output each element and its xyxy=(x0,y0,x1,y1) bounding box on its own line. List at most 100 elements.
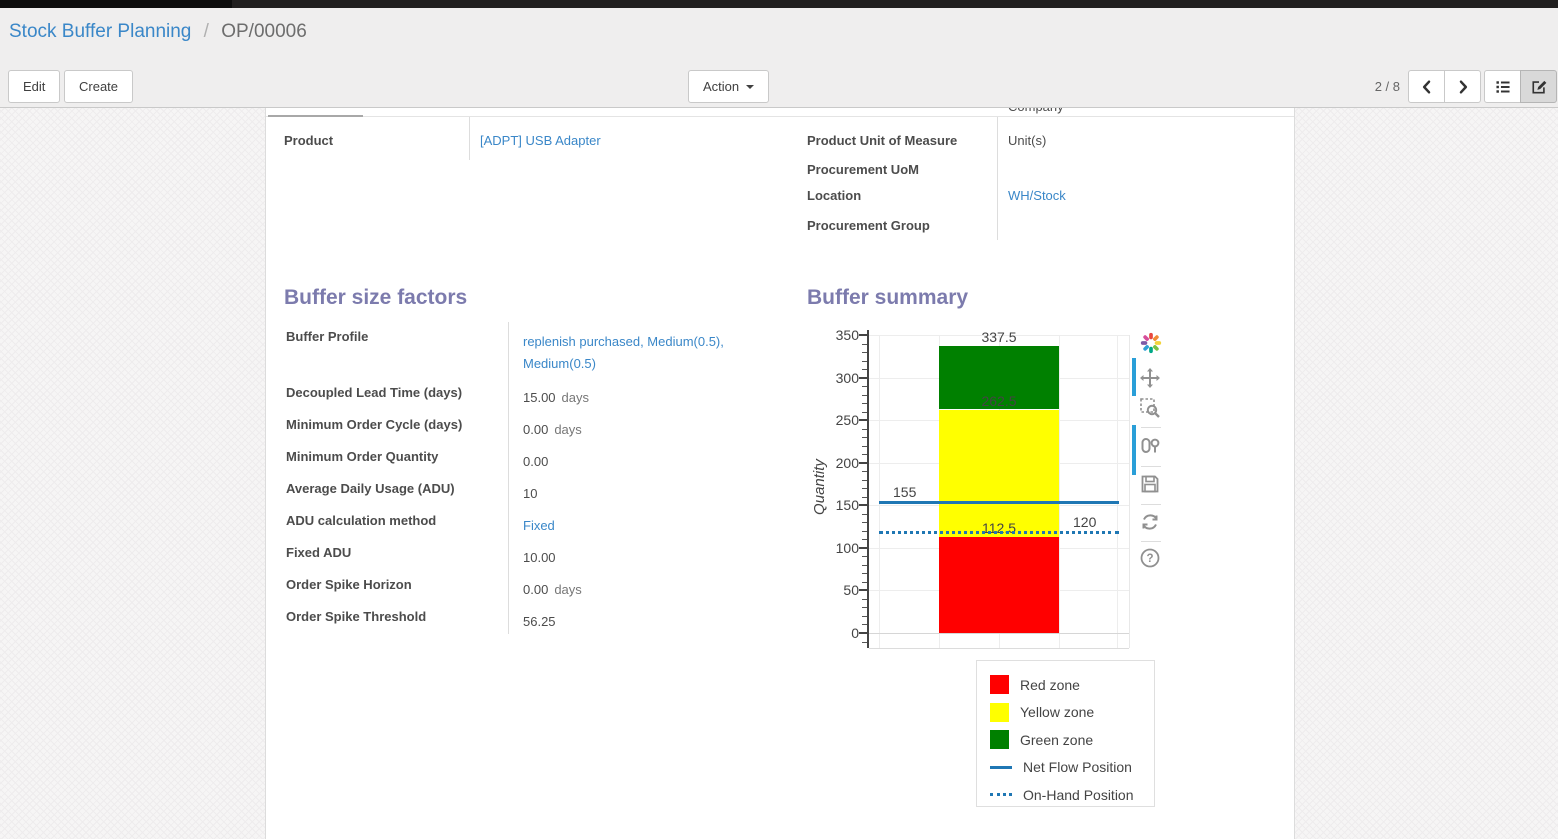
field-row-location: Location WH/Stock xyxy=(807,172,1277,203)
modebar-separator xyxy=(1141,466,1161,467)
field-label: Decoupled Lead Time (days) xyxy=(284,378,509,410)
net-flow-line-swatch xyxy=(990,765,1012,769)
control-panel: Stock Buffer Planning / OP/00006 Edit Cr… xyxy=(0,8,1558,108)
field-label: Order Spike Horizon xyxy=(284,570,509,602)
form-view-button[interactable] xyxy=(1520,70,1557,103)
plotly-logo-icon[interactable] xyxy=(1139,331,1163,355)
svg-text:?: ? xyxy=(1146,553,1153,565)
buffer-factors-group: Buffer Profile replenish purchased, Medi… xyxy=(284,322,789,634)
field-label: Location xyxy=(807,172,998,203)
pager-buttons xyxy=(1408,70,1481,103)
buffer-profile-link[interactable]: replenish purchased, Medium(0.5), Medium… xyxy=(523,334,724,371)
field-value: 10 xyxy=(523,486,538,501)
field-label: Procurement Group xyxy=(807,202,998,240)
on-hand-position-line xyxy=(879,530,1119,534)
field-row-buffer-profile: Buffer Profile replenish purchased, Medi… xyxy=(284,322,789,378)
modebar-separator xyxy=(1141,504,1161,505)
green-zone-swatch xyxy=(990,730,1009,750)
clipped-row-divider-dark xyxy=(268,115,363,117)
field-label: ADU calculation method xyxy=(284,506,509,538)
field-label: Minimum Order Cycle (days) xyxy=(284,410,509,442)
top-navbar[interactable] xyxy=(0,0,1558,8)
plot-right-edge xyxy=(1129,335,1130,648)
red-zone-bar xyxy=(939,537,1059,633)
legend-item-red-zone[interactable]: Red zone xyxy=(990,671,1154,699)
left-field-group: Product [ADPT] USB Adapter xyxy=(284,117,784,160)
chevron-left-icon xyxy=(1422,79,1430,94)
compare-hover-icon[interactable] xyxy=(1139,435,1163,459)
save-icon[interactable] xyxy=(1139,473,1163,497)
chart-legend: Red zone Yellow zone Green zone Net Flow… xyxy=(976,660,1155,807)
x-axis-bottom-line xyxy=(869,648,1129,649)
zoom-box-icon[interactable] xyxy=(1139,397,1163,421)
breadcrumb-parent-link[interactable]: Stock Buffer Planning xyxy=(9,21,192,42)
field-label: Procurement UoM xyxy=(807,146,998,177)
field-label: Average Daily Usage (ADU) xyxy=(284,474,509,506)
app-menu-segment[interactable] xyxy=(0,0,232,8)
green-zone-bar xyxy=(939,345,1059,410)
field-value xyxy=(998,146,1008,172)
list-icon xyxy=(1495,80,1510,93)
pan-icon[interactable] xyxy=(1139,367,1163,391)
autoscale-reset-icon[interactable] xyxy=(1139,511,1163,535)
net-flow-position-line xyxy=(879,501,1119,505)
breadcrumb: Stock Buffer Planning / OP/00006 xyxy=(9,21,307,43)
legend-item-yellow-zone[interactable]: Yellow zone xyxy=(990,699,1154,727)
field-row-moc: Minimum Order Cycle (days) 0.00 days xyxy=(284,410,789,442)
field-value: 0.00 xyxy=(523,454,549,469)
field-row-product-uom: Product Unit of Measure Unit(s) xyxy=(807,117,1277,148)
plot-area: 0 50 100 150 200 250 300 350 337.5 262.5 112.5 155 1… xyxy=(811,323,1179,668)
location-link[interactable]: WH/Stock xyxy=(1008,188,1066,203)
field-row-procurement-group: Procurement Group xyxy=(807,202,1277,240)
field-row-adu-method: ADU calculation method Fixed xyxy=(284,506,789,538)
field-value: 0.00 days xyxy=(523,582,582,597)
action-label: Action xyxy=(703,79,740,94)
field-value: 0.00 days xyxy=(523,422,582,437)
field-value: 10.00 xyxy=(523,550,556,565)
caret-down-icon xyxy=(746,84,755,89)
pager-next-button[interactable] xyxy=(1444,70,1481,103)
field-label: Order Spike Threshold xyxy=(284,602,509,634)
action-dropdown-button[interactable]: Action xyxy=(688,70,770,103)
red-zone-swatch xyxy=(990,675,1009,695)
legend-item-net-flow[interactable]: Net Flow Position xyxy=(990,754,1154,782)
field-row-spike-horizon: Order Spike Horizon 0.00 days xyxy=(284,570,789,602)
field-row-spike-threshold: Order Spike Threshold 56.25 xyxy=(284,602,789,634)
chevron-right-icon xyxy=(1459,79,1467,94)
modebar-separator xyxy=(1141,541,1161,542)
field-label: Minimum Order Quantity xyxy=(284,442,509,474)
field-row-adu: Average Daily Usage (ADU) 10 xyxy=(284,474,789,506)
form-sheet: Company Product [ADPT] USB Adapter Produ… xyxy=(265,108,1295,839)
form-view-background: Company Product [ADPT] USB Adapter Produ… xyxy=(0,108,1558,839)
create-button[interactable]: Create xyxy=(64,70,134,103)
modebar-active-indicator xyxy=(1132,358,1136,396)
field-value: Unit(s) xyxy=(1008,133,1047,148)
buffer-size-factors-heading: Buffer size factors xyxy=(284,286,468,309)
yellow-zone-swatch xyxy=(990,702,1009,722)
list-view-button[interactable] xyxy=(1484,70,1521,103)
field-label: Fixed ADU xyxy=(284,538,509,570)
on-hand-dotted-swatch xyxy=(990,793,1012,797)
field-row-moq: Minimum Order Quantity 0.00 xyxy=(284,442,789,474)
pager-value[interactable]: 2 / 8 xyxy=(1374,79,1400,94)
legend-item-on-hand[interactable]: On-Hand Position xyxy=(990,781,1154,809)
clipped-row-divider xyxy=(266,116,1294,117)
legend-item-green-zone[interactable]: Green zone xyxy=(990,726,1154,754)
field-row-product: Product [ADPT] USB Adapter xyxy=(284,117,784,160)
clipped-field-value: Company xyxy=(1008,108,1228,116)
field-value xyxy=(998,202,1008,240)
product-link[interactable]: [ADPT] USB Adapter xyxy=(480,133,601,148)
pager-previous-button[interactable] xyxy=(1408,70,1445,103)
right-field-group: Product Unit of Measure Unit(s) Procurem… xyxy=(807,117,1277,240)
y-axis-line xyxy=(867,330,869,648)
edit-button[interactable]: Edit xyxy=(8,70,61,103)
field-value: 15.00 days xyxy=(523,390,590,405)
field-value: 56.25 xyxy=(523,614,556,629)
field-row-dlt: Decoupled Lead Time (days) 15.00 days xyxy=(284,378,789,410)
view-switcher xyxy=(1484,70,1557,103)
help-icon[interactable]: ? xyxy=(1139,547,1163,571)
breadcrumb-separator: / xyxy=(203,21,209,42)
adu-method-link[interactable]: Fixed xyxy=(523,518,555,533)
field-row-fixed-adu: Fixed ADU 10.00 xyxy=(284,538,789,570)
